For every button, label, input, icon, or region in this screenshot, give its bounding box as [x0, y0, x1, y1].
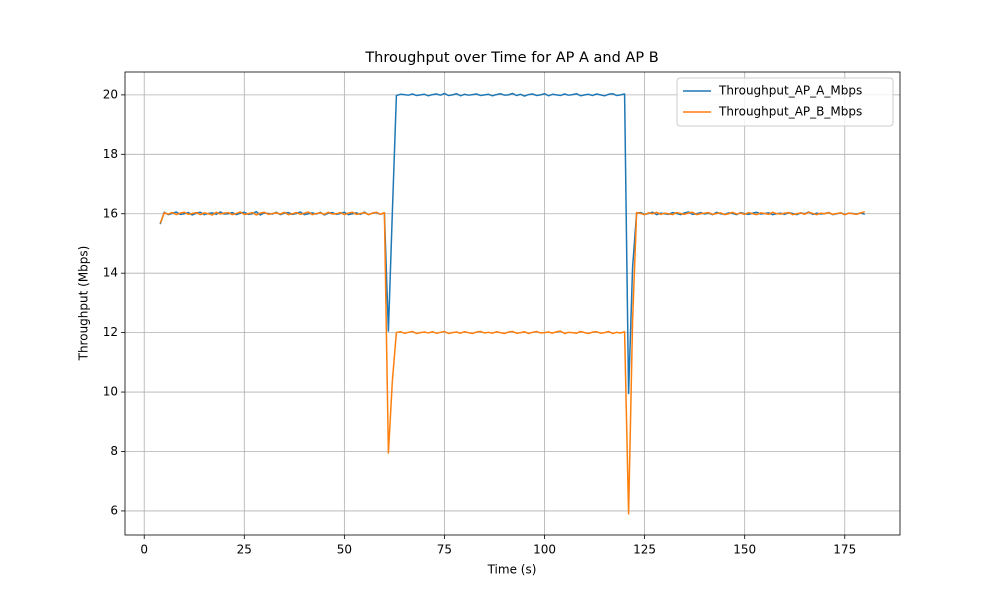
- y-tick-label: 6: [110, 503, 118, 517]
- x-tick-label: 50: [337, 543, 352, 557]
- x-tick-label: 25: [237, 543, 252, 557]
- x-tick-label: 150: [733, 543, 756, 557]
- y-tick-label: 20: [103, 87, 118, 101]
- x-tick-label: 0: [140, 543, 148, 557]
- legend-label: Throughput_AP_A_Mbps: [718, 84, 862, 98]
- x-tick-label: 100: [533, 543, 556, 557]
- x-tick-label: 175: [833, 543, 856, 557]
- series-line: [159, 210, 865, 515]
- plot-frame: [124, 71, 901, 536]
- legend-box: [676, 77, 894, 127]
- x-tick-label: 125: [633, 543, 656, 557]
- legend-label: Throughput_AP_B_Mbps: [718, 105, 862, 119]
- y-tick-label: 18: [103, 147, 118, 161]
- x-axis-label: Time (s): [487, 563, 537, 577]
- y-tick-label: 12: [103, 325, 118, 339]
- y-tick-label: 10: [103, 385, 118, 399]
- y-tick-label: 16: [103, 206, 118, 220]
- y-tick-label: 8: [110, 444, 118, 458]
- x-tick-label: 75: [437, 543, 452, 557]
- y-axis-label: Throughput (Mbps): [77, 246, 91, 362]
- chart-title: Throughput over Time for AP A and AP B: [364, 50, 658, 66]
- y-tick-label: 14: [103, 266, 118, 280]
